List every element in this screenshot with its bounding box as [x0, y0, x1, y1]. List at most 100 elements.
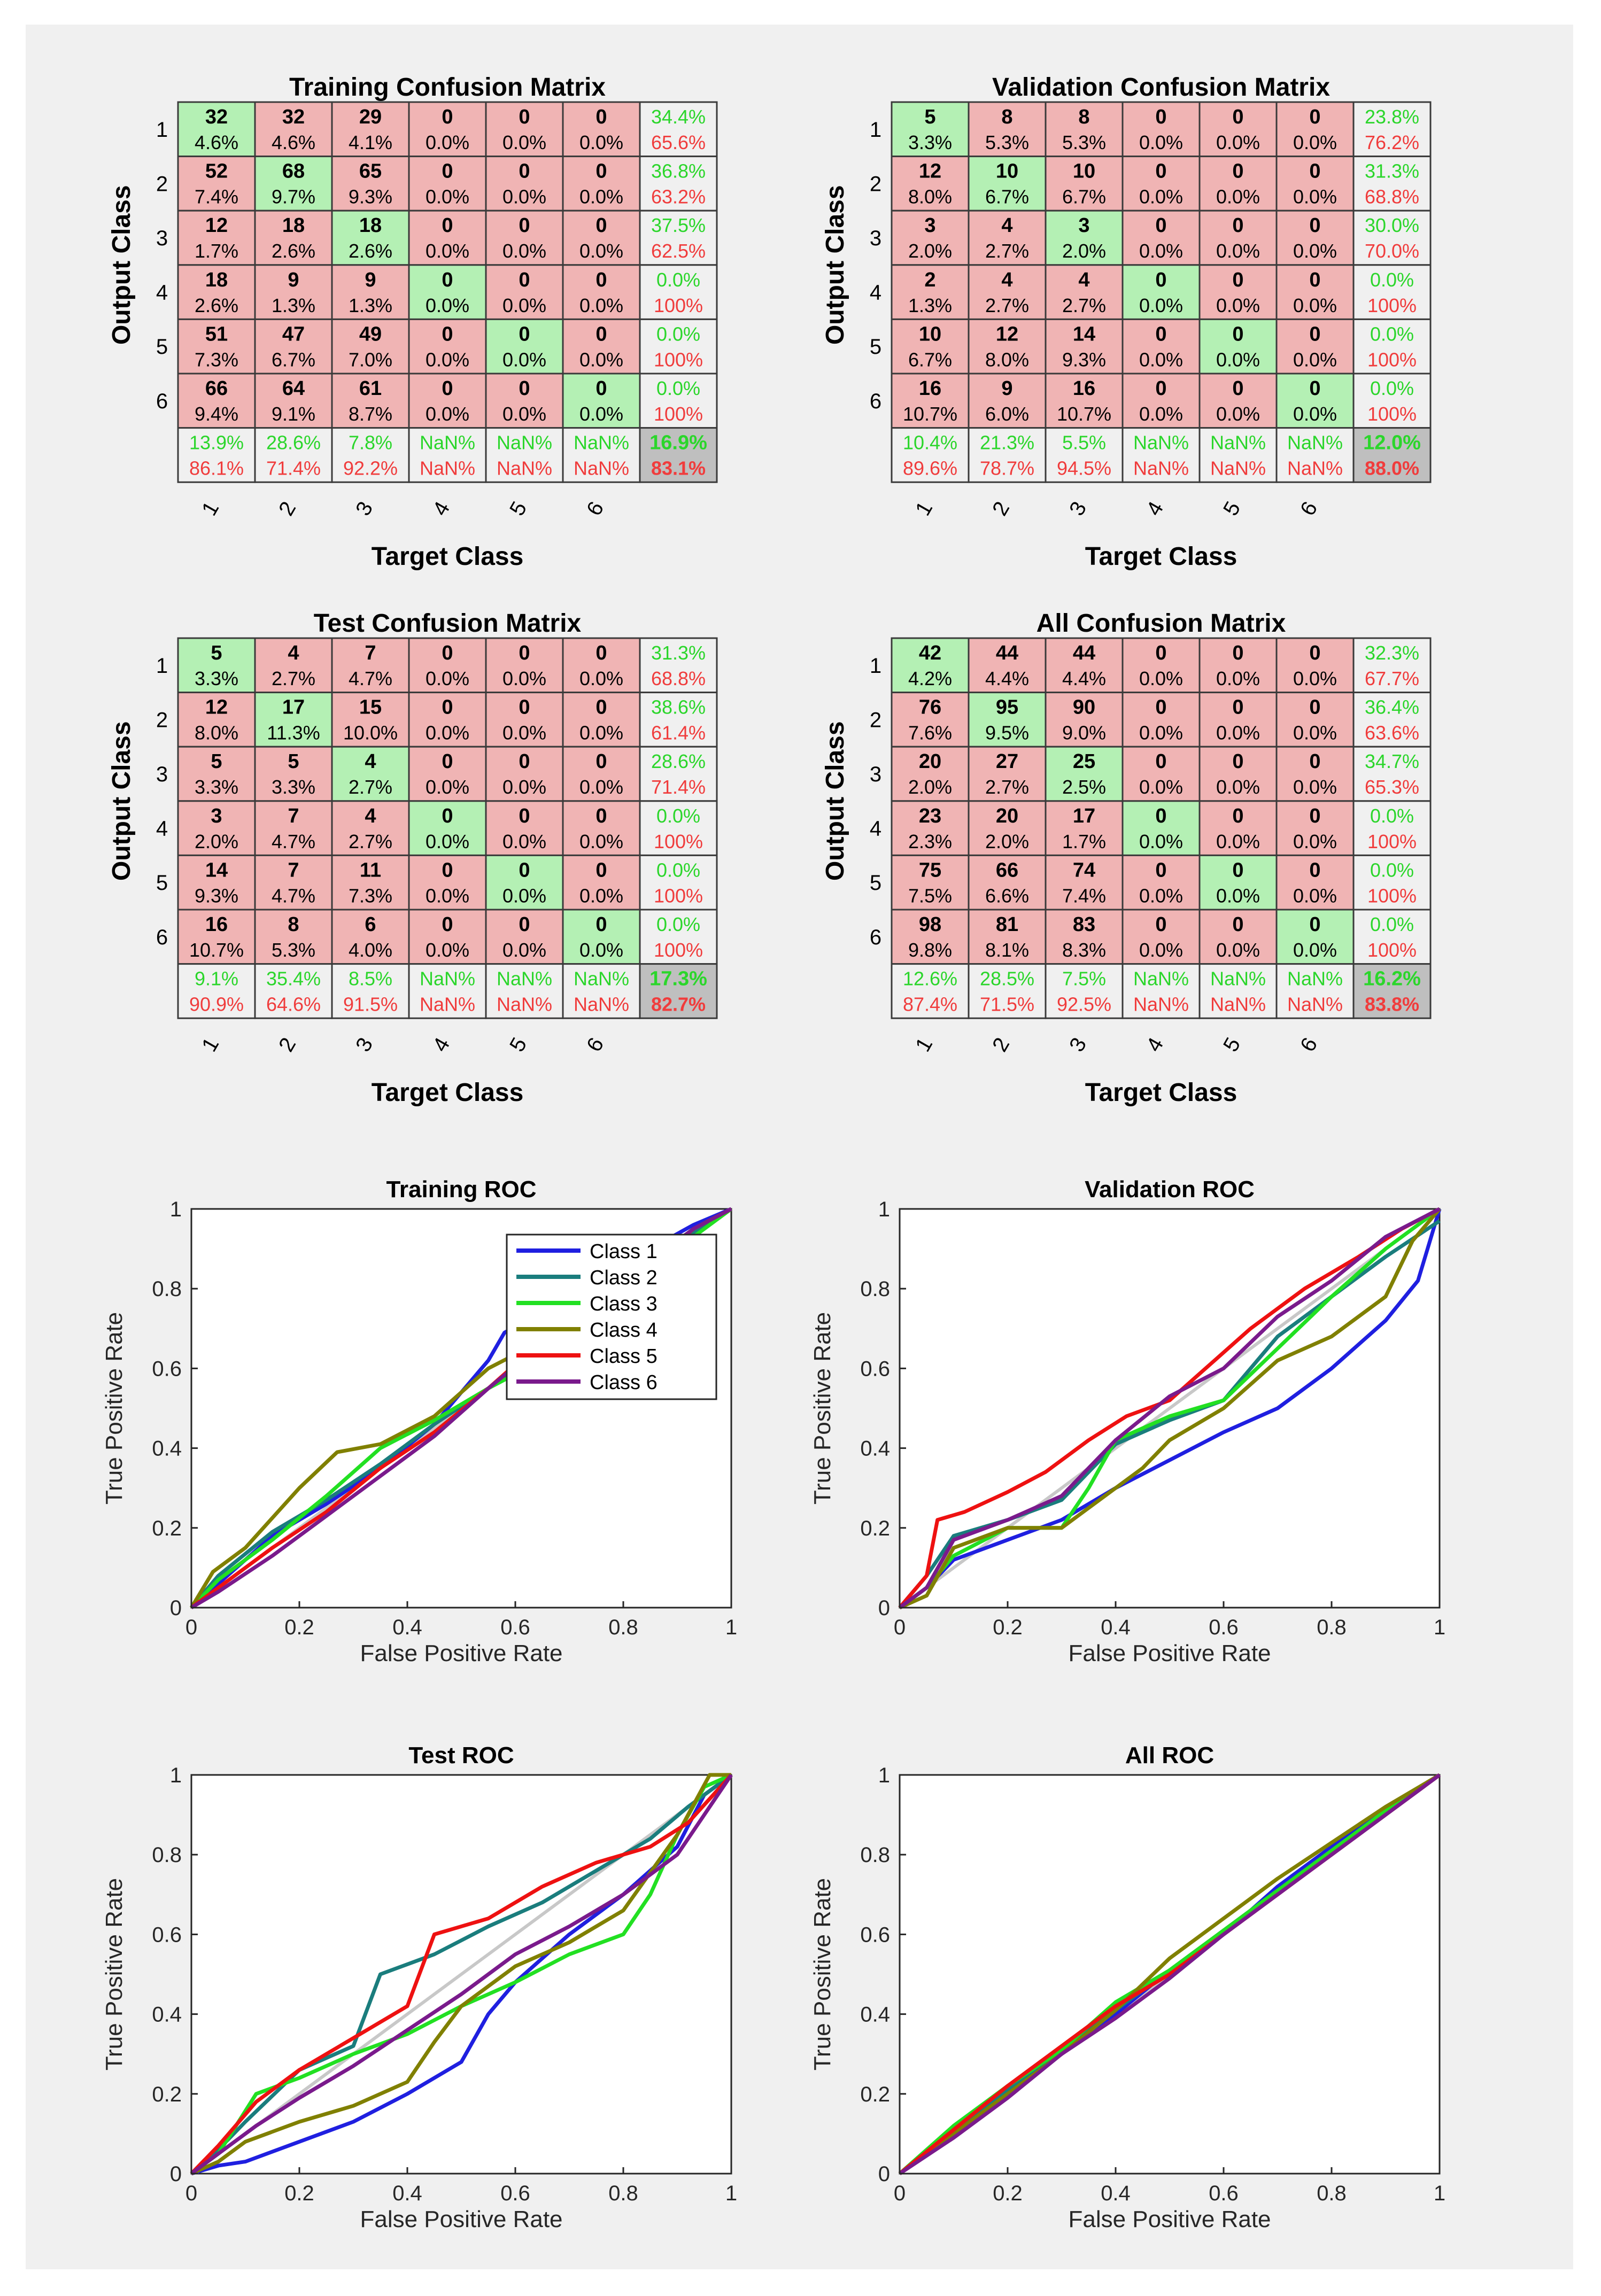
- y-tick-label: 0.6: [152, 1357, 182, 1380]
- cm-cell: [891, 101, 970, 158]
- cm-cell-value: 5: [211, 642, 222, 664]
- cm-cell-percent: 0.0%: [1216, 722, 1260, 744]
- cm-cell-value: 0: [519, 913, 530, 936]
- cm-cell-percent: 67.7%: [1365, 668, 1419, 689]
- cm-cell-percent: 0.0%: [1216, 939, 1260, 961]
- confusion-matrix-figure: Training Confusion Matrix324.6%324.6%294…: [107, 73, 1432, 1107]
- cm-cell-percent: 3.3%: [195, 668, 238, 689]
- cm-cell-percent: 8.1%: [985, 939, 1029, 961]
- cm-cell-percent: 91.5%: [343, 994, 398, 1015]
- cm-cell-percent: 1.7%: [195, 240, 238, 262]
- roc-panel: 0 0.2 0.4 0.6 0.8 1 0 0.2 0.4 0.6 0.8 1 Training ROC…: [26, 1124, 1573, 2269]
- cm-cell: [968, 101, 1047, 158]
- cm-cell-value: 37.5%: [651, 214, 706, 236]
- cm-cell-value: 30.0%: [1365, 214, 1419, 236]
- cm-cell-value: 14: [205, 859, 228, 881]
- cm-col-tick: 6: [1296, 498, 1322, 519]
- cm-cell-percent: 5.3%: [985, 131, 1029, 153]
- cm-cell-percent: 8.0%: [908, 186, 952, 208]
- cm-cell: [1198, 210, 1278, 266]
- cm-cell-value: 0: [1155, 377, 1166, 400]
- cm-cell: [968, 963, 1047, 1019]
- cm-cell: [891, 373, 970, 429]
- confusion-matrix-3: Test Confusion Matrix 5 3.3% 4 2.7% 7 4.7% 0 0.0…: [107, 609, 718, 1107]
- cm-cell-percent: 0.0%: [426, 294, 469, 316]
- cm-cell-percent: 9.3%: [1062, 348, 1106, 370]
- cm-cell-value: 12: [205, 214, 228, 237]
- cm-cell: [891, 854, 970, 911]
- cm-cell-percent: 0.0%: [1139, 294, 1183, 316]
- cm-cell-percent: 4.6%: [272, 131, 315, 153]
- cm-cell-value: 7: [288, 805, 299, 827]
- cm-cell-percent: NaN%: [420, 994, 475, 1015]
- cm-cell-percent: 2.7%: [349, 831, 392, 852]
- y-tick-label: 0.4: [152, 2003, 182, 2027]
- cm-cell-value: 0.0%: [1370, 269, 1414, 291]
- cm-cell: [177, 909, 256, 965]
- cm-cell-percent: 71.5%: [980, 994, 1034, 1015]
- cm-cell-percent: 8.0%: [985, 348, 1029, 370]
- cm-cell-value: 16: [1073, 377, 1095, 400]
- cm-cell-percent: 0.0%: [502, 885, 546, 906]
- cm-cell-percent: 1.3%: [908, 294, 952, 316]
- cm-cell-percent: NaN%: [574, 457, 629, 479]
- cm-cell-value: 0: [1309, 750, 1320, 773]
- cm-cell-percent: 88.0%: [1365, 457, 1419, 479]
- legend-entry-2: Class 2: [590, 1267, 658, 1289]
- cm-cell-percent: 0.0%: [1293, 885, 1337, 906]
- x-tick-label: 0.6: [500, 2182, 530, 2205]
- roc-chance-line: [899, 1207, 1441, 1609]
- cm-cell-value: 10: [919, 323, 941, 345]
- cm-col-tick: 6: [582, 1034, 608, 1056]
- cm-cell-percent: 9.1%: [272, 403, 315, 425]
- cm-row-tick: 1: [156, 654, 168, 678]
- cm-cell: [177, 637, 256, 694]
- cm-cell: [177, 156, 256, 212]
- cm-cell-value: 0: [519, 214, 530, 237]
- cm-cell-percent: 82.7%: [651, 994, 706, 1015]
- cm-cell-percent: 61.4%: [651, 722, 706, 744]
- cm-cell-percent: 9.5%: [985, 722, 1029, 744]
- cm-cell-percent: 6.0%: [985, 403, 1029, 425]
- cm-cell: [891, 318, 970, 375]
- cm-cell: [562, 101, 641, 158]
- cm-cell-value: 0: [595, 269, 607, 291]
- cm-cell-value: NaN%: [1210, 968, 1266, 990]
- cm-cell: [331, 156, 410, 212]
- cm-cell-value: 0: [442, 106, 453, 128]
- cm-cell: [485, 427, 564, 483]
- cm-cell: [1122, 854, 1201, 911]
- cm-cell-value: 7.5%: [1062, 968, 1106, 990]
- x-tick-label: 0.8: [1317, 1616, 1347, 1639]
- cm-cell-value: 0: [442, 214, 453, 237]
- cm-cell-percent: 0.0%: [579, 240, 623, 262]
- cm-cell-value: 0.0%: [656, 269, 700, 291]
- cm-cell-value: 0: [595, 160, 607, 183]
- cm-cell-value: 0: [442, 377, 453, 400]
- cm-cell-value: 68: [282, 160, 305, 183]
- cm-cell: [1122, 373, 1201, 429]
- cm-cell-percent: 0.0%: [579, 831, 623, 852]
- cm-cell-value: 31.3%: [1365, 160, 1419, 182]
- cm-col-tick: 1: [197, 498, 223, 519]
- cm-cell-value: 44: [1073, 642, 1095, 664]
- cm-xlabel: Target Class: [372, 542, 524, 571]
- cm-cell-value: 0: [1309, 269, 1320, 291]
- cm-title: All Confusion Matrix: [1037, 609, 1286, 638]
- cm-cell-percent: 0.0%: [1293, 831, 1337, 852]
- cm-row-tick: 1: [870, 118, 881, 142]
- cm-cell: [1198, 963, 1278, 1019]
- x-tick-label: 0.4: [1101, 2182, 1131, 2205]
- cm-cell-value: 0: [595, 323, 607, 345]
- cm-cell: [1045, 427, 1124, 483]
- cm-cell-percent: 0.0%: [1216, 294, 1260, 316]
- cm-cell-value: 8: [288, 913, 299, 936]
- cm-cell-value: 12: [996, 323, 1018, 345]
- cm-cell-percent: 6.7%: [1062, 186, 1106, 208]
- cm-cell-percent: 3.3%: [195, 776, 238, 798]
- cm-row-tick: 6: [156, 390, 168, 413]
- cm-cell-percent: 89.6%: [903, 457, 957, 479]
- cm-cell-percent: 2.0%: [195, 831, 238, 852]
- cm-col-tick: 3: [1065, 1034, 1091, 1056]
- cm-cell-value: NaN%: [420, 968, 475, 990]
